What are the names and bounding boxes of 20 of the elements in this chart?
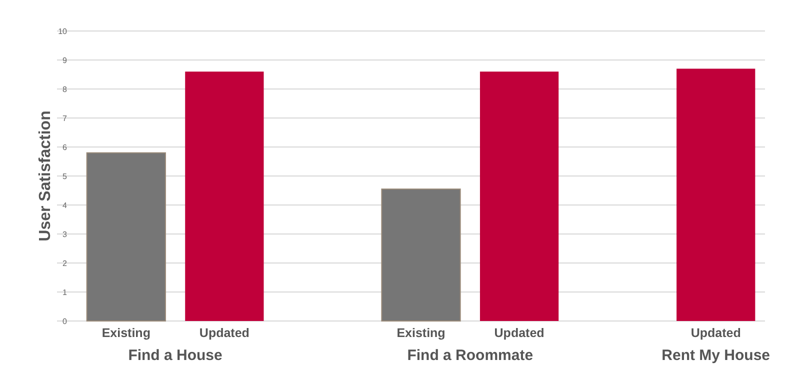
y-tick-label: 7 xyxy=(62,114,68,123)
y-tick-label: 9 xyxy=(62,56,68,65)
y-tick-label: 0 xyxy=(62,317,68,326)
y-tick-label: 10 xyxy=(58,27,68,36)
text: Existing xyxy=(396,326,446,340)
series-label: Updated xyxy=(199,326,250,340)
series-label: Existing xyxy=(102,326,150,340)
y-tick-label: 3 xyxy=(62,230,68,239)
y-tick-label: 2 xyxy=(62,259,68,268)
y-tick-label: 1 xyxy=(62,288,68,297)
y-tick-label: 4 xyxy=(62,201,68,210)
text: Updated xyxy=(690,326,741,340)
y-tick-label: 6 xyxy=(62,143,68,152)
y-tick-label: 5 xyxy=(62,172,68,181)
x-tick-label: Find a House xyxy=(128,347,222,364)
y-axis-title: User Satisfaction xyxy=(37,110,54,242)
x-tick-label: Find a Roommate xyxy=(407,347,534,364)
y-tick-label: 8 xyxy=(62,85,68,94)
x-tick-label: Rent My House xyxy=(662,347,770,364)
text: Updated xyxy=(494,326,544,340)
